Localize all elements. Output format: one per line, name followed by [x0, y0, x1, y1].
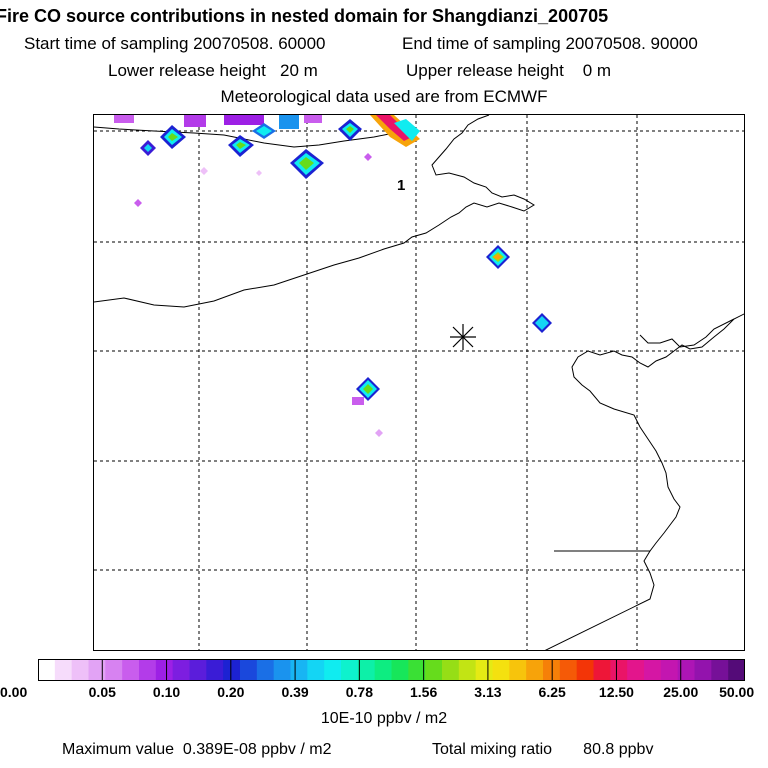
colorbar-swatch [105, 659, 123, 681]
colorbar-tick-label: 0.39 [281, 684, 309, 700]
colorbar-swatch [307, 659, 325, 681]
colorbar-swatch [458, 659, 477, 681]
fire-plumes [114, 115, 552, 437]
colorbar-swatch [627, 659, 645, 681]
colorbar-swatch [526, 659, 544, 681]
colorbar-swatch [576, 659, 594, 681]
lower-release-height: Lower release height 20 m [108, 61, 318, 80]
colorbar-units: 10E-10 ppbv / m2 [320, 710, 448, 727]
end-time: End time of sampling 20070508. 90000 [402, 34, 698, 53]
colorbar-tick-label: 50.00 [719, 684, 755, 700]
colorbar-tick-label: 0.20 [217, 684, 245, 700]
colorbar-swatch [172, 659, 190, 681]
colorbar-swatch [509, 659, 527, 681]
colorbar-swatch [71, 659, 89, 681]
colorbar-swatch [593, 659, 611, 681]
colorbar-swatch [122, 659, 140, 681]
colorbar-tick-label: 0.10 [152, 684, 181, 700]
colorbar-swatch [256, 659, 275, 681]
colorbar-tick-label: 6.25 [538, 684, 566, 700]
upper-release-height: Upper release height 0 m [406, 61, 612, 80]
colorbar-tick-label: 0.78 [345, 684, 373, 700]
grid-lines [94, 115, 744, 650]
colorbar [38, 659, 745, 681]
colorbar-swatch [660, 659, 679, 681]
start-time: Start time of sampling 20070508. 60000 [24, 34, 326, 53]
colorbar-swatch [475, 659, 493, 681]
colorbar-tick-label: 3.13 [474, 684, 502, 700]
colorbar-swatch [677, 659, 695, 681]
colorbar-swatch [341, 659, 359, 681]
colorbar-swatch [644, 659, 662, 681]
receptor-marker-icon [450, 324, 476, 350]
total-mixing-ratio: Total mixing ratio 80.8 ppbv [432, 741, 654, 758]
coastline [94, 115, 744, 650]
colorbar-swatch [189, 659, 207, 681]
colorbar-swatch [559, 659, 578, 681]
colorbar-swatch [88, 659, 106, 681]
colorbar-swatch [425, 659, 443, 681]
colorbar-swatch [54, 659, 73, 681]
colorbar-swatch [694, 659, 712, 681]
colorbar-swatch [273, 659, 291, 681]
colorbar-swatch [139, 659, 157, 681]
colorbar-tick-label: 0.00 [0, 684, 28, 700]
colorbar-tick-label: 1.56 [410, 684, 438, 700]
colorbar-swatch [610, 659, 628, 681]
colorbar-border [38, 659, 745, 681]
colorbar-swatch [155, 659, 174, 681]
maximum-value: Maximum value 0.389E-08 ppbv / m2 [62, 741, 332, 758]
colorbar-swatch [206, 659, 224, 681]
colorbar-tick-label: 0.05 [88, 684, 116, 700]
colorbar-swatch [374, 659, 392, 681]
marker-label: 1 [397, 177, 405, 194]
colorbar-tick-label: 12.50 [598, 684, 634, 700]
colorbar-swatch [728, 659, 745, 681]
colorbar-swatch [324, 659, 342, 681]
colorbar-swatch [408, 659, 426, 681]
map-canvas: 1 [94, 115, 744, 650]
colorbar-swatch [492, 659, 510, 681]
map-title: Fire CO source contributions in nested d… [0, 6, 609, 26]
colorbar-swatch [240, 659, 258, 681]
met-data-source: Meteorological data used are from ECMWF [220, 87, 548, 106]
map-panel: 1 [93, 114, 745, 651]
colorbar-swatch [290, 659, 308, 681]
colorbar-swatch [543, 659, 561, 681]
colorbar-swatch [38, 659, 56, 681]
colorbar-swatch [391, 659, 409, 681]
colorbar-swatch [711, 659, 729, 681]
colorbar-swatch [223, 659, 241, 681]
colorbar-swatch [442, 659, 460, 681]
colorbar-swatch [357, 659, 376, 681]
colorbar-tick-label: 25.00 [663, 684, 699, 700]
